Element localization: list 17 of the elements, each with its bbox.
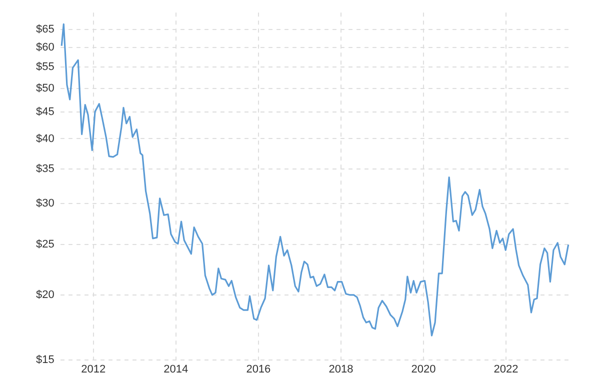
y-tick-label: $60: [36, 41, 54, 54]
y-tick-label: $25: [36, 238, 54, 251]
x-tick-label: 2016: [246, 363, 271, 376]
y-tick-label: $35: [36, 162, 54, 175]
y-tick-label: $30: [36, 198, 54, 210]
y-tick-label: $50: [36, 82, 54, 94]
y-tick-label: $55: [36, 60, 54, 73]
y-tick-label: $20: [36, 288, 54, 301]
x-tick-label: 2014: [164, 363, 188, 376]
y-tick-label: $40: [36, 132, 54, 145]
y-tick-label: $65: [36, 23, 54, 36]
x-tick-label: 2020: [411, 363, 436, 376]
x-tick-label: 2018: [328, 363, 354, 376]
x-tick-label: 2022: [494, 363, 518, 376]
x-tick-label: 2012: [81, 363, 106, 376]
y-tick-label: $45: [36, 106, 54, 118]
y-tick-label: $15: [36, 354, 54, 366]
